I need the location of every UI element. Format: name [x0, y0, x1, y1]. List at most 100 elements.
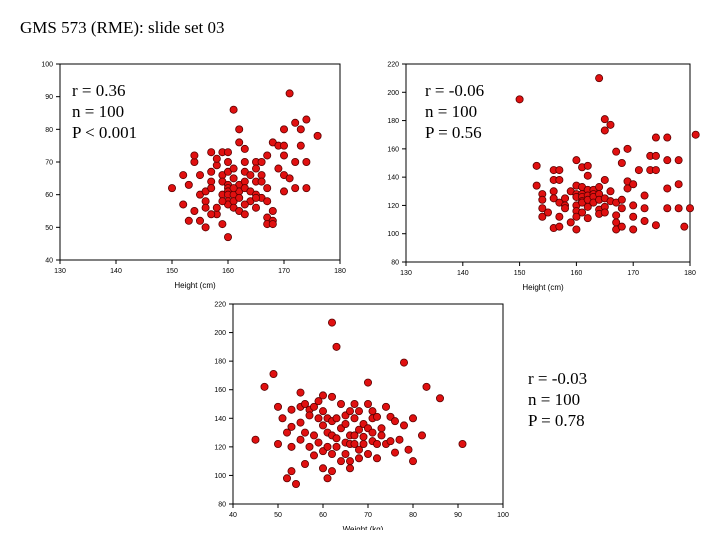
data-point	[218, 220, 227, 229]
data-point	[296, 125, 305, 134]
data-point	[680, 222, 689, 231]
data-point	[555, 175, 564, 184]
y-tick-label: 100	[387, 231, 399, 238]
data-point	[617, 204, 626, 213]
data-point	[260, 382, 269, 391]
data-point	[606, 187, 615, 196]
data-point	[390, 417, 399, 426]
scatter-plot-height-weight: 130 140 150 160 170 180 40 50 60 70 80 90 100 Height …	[41, 62, 346, 291]
y-tick-label: 90	[45, 94, 53, 101]
data-point	[549, 194, 558, 203]
data-point	[302, 158, 311, 167]
data-point	[292, 479, 301, 488]
y-tick-label: 100	[41, 62, 53, 69]
data-point	[341, 449, 350, 458]
stats-box-1: r = 0.36 n = 100 P < 0.001	[72, 80, 137, 143]
data-point	[595, 74, 604, 83]
plot-area	[405, 63, 691, 263]
data-point	[207, 210, 216, 219]
data-point	[274, 402, 283, 411]
data-point	[319, 407, 328, 416]
data-point	[314, 438, 323, 447]
data-point	[240, 200, 249, 209]
data-point	[212, 203, 221, 212]
data-point	[201, 203, 210, 212]
data-point	[685, 204, 694, 213]
data-point	[617, 222, 626, 231]
data-point	[190, 151, 199, 160]
y-tick-label: 220	[387, 62, 399, 69]
data-point	[246, 171, 255, 180]
data-point	[257, 158, 266, 167]
data-point	[240, 177, 249, 186]
data-point	[207, 148, 216, 157]
data-point	[310, 451, 319, 460]
data-point	[212, 161, 221, 170]
x-tick-label: 80	[409, 512, 417, 519]
data-point	[296, 141, 305, 150]
data-point	[332, 414, 341, 423]
data-point	[327, 392, 336, 401]
data-point	[287, 442, 296, 451]
data-point	[561, 194, 570, 203]
data-point	[600, 115, 609, 124]
correlation-r: r = 0.36	[72, 81, 126, 100]
data-point	[623, 144, 632, 153]
data-point	[269, 370, 278, 379]
y-tick-label: 120	[387, 203, 399, 210]
data-point	[583, 202, 592, 211]
data-point	[268, 220, 277, 229]
data-point	[313, 131, 322, 140]
data-point	[606, 120, 615, 129]
data-point	[629, 212, 638, 221]
data-point	[377, 431, 386, 440]
data-point	[251, 203, 260, 212]
data-point	[207, 184, 216, 193]
data-point	[372, 439, 381, 448]
data-point	[372, 412, 381, 421]
data-point	[301, 400, 310, 409]
data-point	[285, 174, 294, 183]
data-point	[263, 151, 272, 160]
x-tick-label: 170	[627, 270, 639, 277]
data-point	[195, 171, 204, 180]
data-point	[301, 428, 310, 437]
data-point	[583, 161, 592, 170]
data-point	[235, 193, 244, 202]
y-tick-label: 140	[214, 416, 226, 423]
data-point	[229, 174, 238, 183]
y-tick-label: 80	[45, 127, 53, 134]
data-point	[458, 439, 467, 448]
data-point	[674, 204, 683, 213]
data-point	[408, 457, 417, 466]
y-tick-label: 40	[45, 258, 53, 265]
p-value: P < 0.001	[72, 123, 138, 142]
data-point	[555, 212, 564, 221]
data-point	[302, 115, 311, 124]
x-tick-label: 130	[54, 268, 66, 275]
data-point	[207, 177, 216, 186]
data-point	[279, 141, 288, 150]
data-point	[354, 407, 363, 416]
data-point	[417, 431, 426, 440]
data-point	[274, 439, 283, 448]
y-tick-label: 100	[214, 473, 226, 480]
data-point	[278, 414, 287, 423]
data-point	[354, 454, 363, 463]
data-point	[515, 95, 524, 104]
data-point	[583, 214, 592, 223]
data-point	[285, 89, 294, 98]
data-point	[390, 448, 399, 457]
x-axis-label: Height (cm)	[522, 283, 564, 292]
data-point	[617, 195, 626, 204]
data-point	[408, 414, 417, 423]
data-point	[572, 225, 581, 234]
x-axis-label: Height (cm)	[174, 281, 216, 290]
data-point	[350, 439, 359, 448]
data-point	[363, 400, 372, 409]
data-point	[663, 133, 672, 142]
data-point	[179, 171, 188, 180]
x-tick-label: 150	[166, 268, 178, 275]
x-tick-label: 160	[222, 268, 234, 275]
data-point	[612, 147, 621, 156]
